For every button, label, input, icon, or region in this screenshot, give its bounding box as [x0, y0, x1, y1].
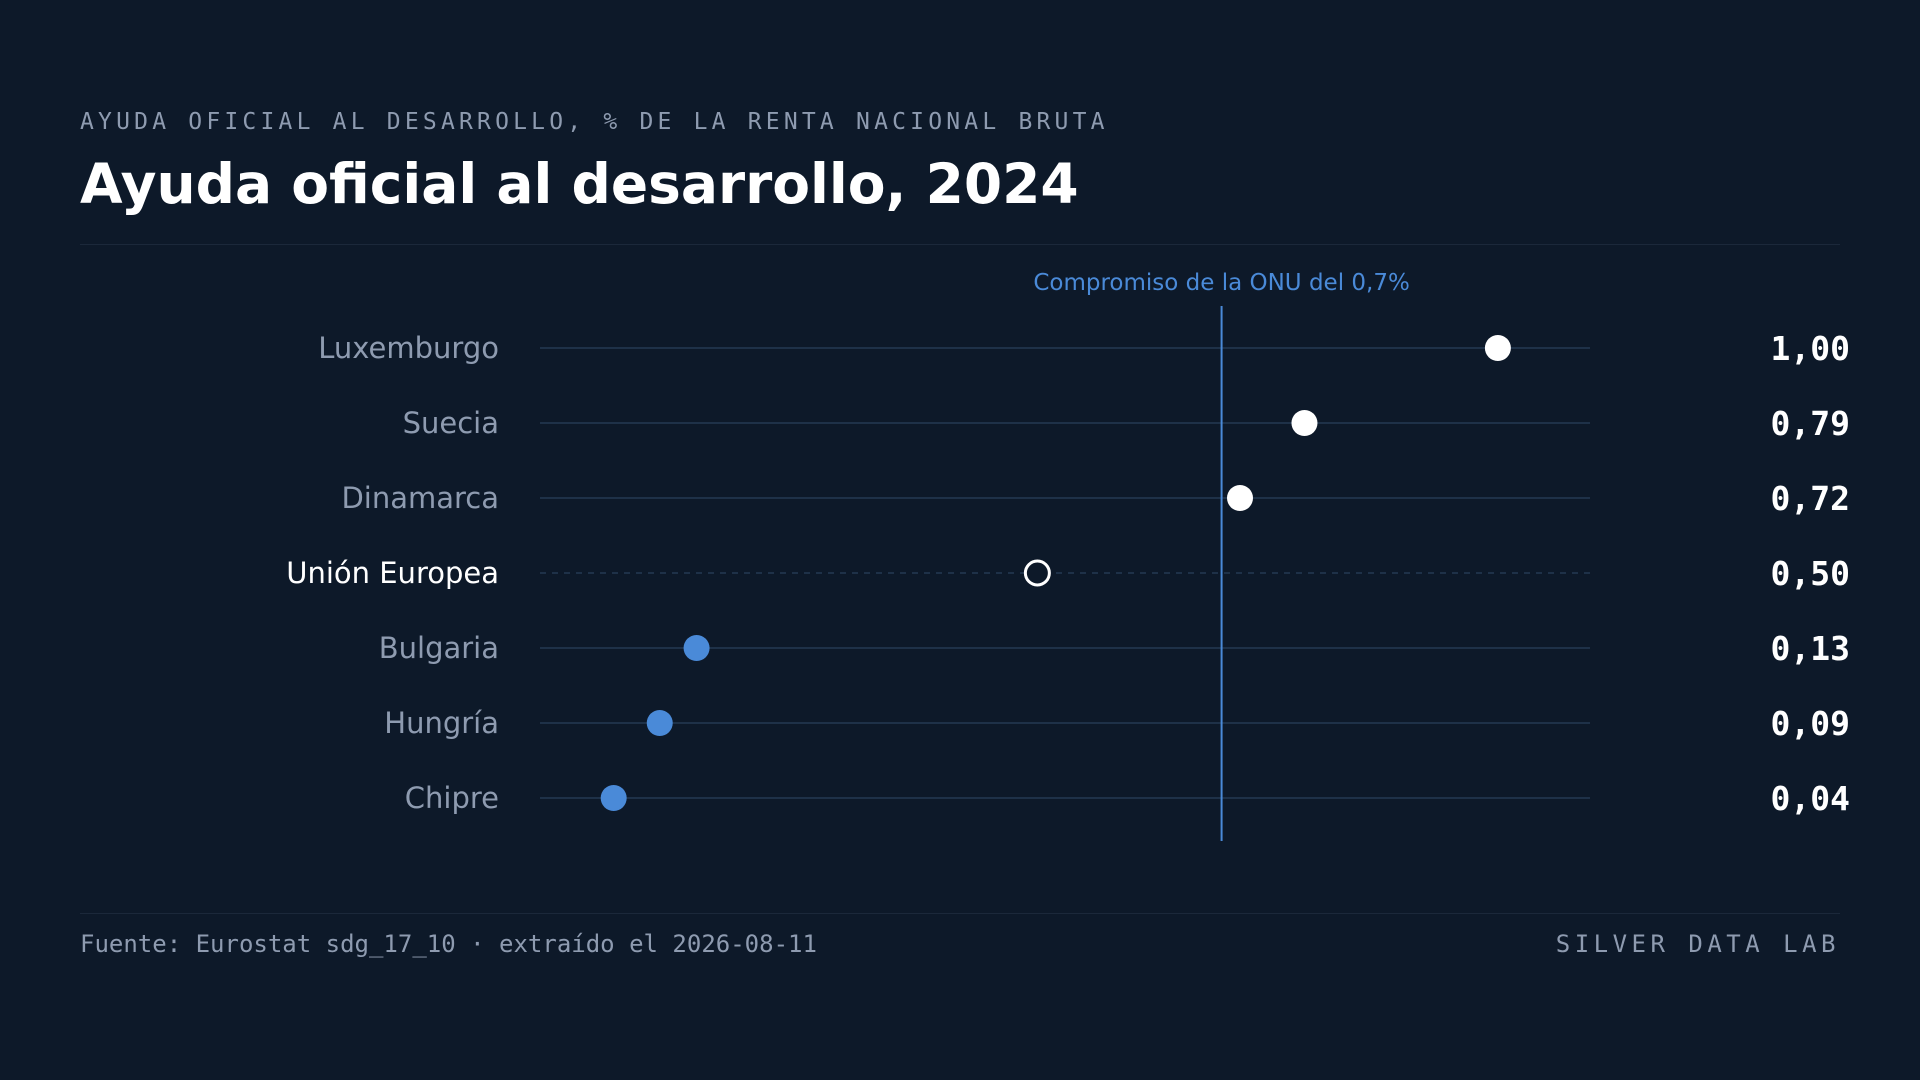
- value-label: 0,09: [1771, 704, 1850, 743]
- category-label: Hungría: [384, 706, 499, 740]
- category-label: Chipre: [405, 781, 499, 815]
- data-point: [600, 785, 627, 811]
- row-tracks: [540, 347, 1590, 799]
- value-label: 0,13: [1771, 629, 1850, 668]
- category-label: Unión Europea: [286, 556, 499, 590]
- data-point: [1484, 335, 1511, 361]
- category-label: Suecia: [403, 406, 499, 440]
- value-label: 0,72: [1771, 479, 1850, 518]
- value-label: 0,50: [1771, 554, 1850, 593]
- brand-label: SILVER DATA LAB: [1555, 930, 1840, 958]
- category-label: Dinamarca: [341, 481, 499, 515]
- chart-title: Ayuda oficial al desarrollo, 2024: [80, 152, 1079, 216]
- bottom-divider: [80, 913, 1840, 914]
- value-label: 1,00: [1771, 329, 1850, 368]
- top-divider: [80, 244, 1840, 245]
- reference-line-label: Compromiso de la ONU del 0,7%: [1033, 270, 1410, 296]
- aggregate-dot: [1023, 559, 1051, 587]
- category-label: Luxemburgo: [318, 331, 499, 365]
- value-label: 0,79: [1771, 404, 1850, 443]
- value-label: 0,04: [1771, 779, 1850, 818]
- data-point: [1227, 485, 1253, 511]
- chart-kicker: AYUDA OFICIAL AL DESARROLLO, % DE LA REN…: [80, 109, 1109, 135]
- chart-rows: Luxemburgo 1,00 Suecia 0,79 Dinamarca 0,72 Uni…: [286, 329, 1850, 818]
- data-point: [646, 710, 673, 736]
- data-point: [683, 635, 710, 661]
- data-point: [1291, 410, 1318, 436]
- source-note: Fuente: Eurostat sdg_17_10 · extraído el…: [80, 930, 817, 958]
- category-label: Bulgaria: [379, 631, 499, 665]
